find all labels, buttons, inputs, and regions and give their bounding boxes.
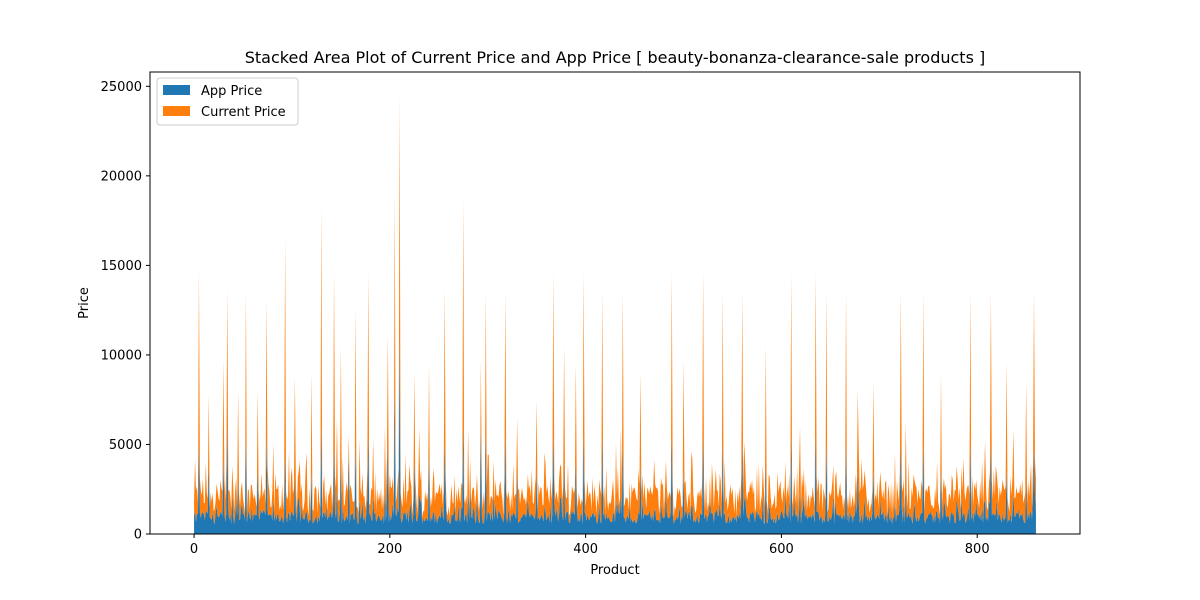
legend-box (156, 77, 299, 126)
y-tick-label: 25000 (101, 80, 142, 95)
x-tick-label: 400 (573, 542, 598, 557)
plot-frame (149, 71, 1081, 535)
area-series-current-price (194, 95, 1036, 525)
x-axis-title: Product (590, 563, 639, 578)
legend-swatch-app-price (163, 85, 190, 95)
x-tick-label: 200 (377, 542, 402, 557)
area-series-app-price (194, 337, 1036, 534)
y-axis-title: Price (77, 287, 92, 319)
y-tick-label: 15000 (101, 259, 142, 274)
y-tick-label: 5000 (109, 438, 142, 453)
x-tick-label: 600 (769, 542, 794, 557)
legend-label-current-price: Current Price (201, 105, 286, 120)
legend-label-app-price: App Price (201, 84, 262, 99)
legend: App Price Current Price (156, 77, 299, 126)
x-tick-label: 800 (965, 542, 990, 557)
x-tick-label: 0 (190, 542, 198, 557)
area-layers (194, 95, 1036, 534)
plot-background (150, 72, 1080, 534)
y-tick-label: 0 (134, 528, 142, 543)
y-axis-ticks: 0 5000 10000 15000 20000 25000 (101, 80, 150, 543)
y-tick-label: 20000 (101, 169, 142, 184)
chart-title: Stacked Area Plot of Current Price and A… (245, 48, 985, 67)
y-tick-label: 10000 (101, 348, 142, 363)
x-axis-ticks: 0 200 400 600 800 (190, 534, 990, 557)
legend-swatch-current-price (163, 106, 190, 116)
